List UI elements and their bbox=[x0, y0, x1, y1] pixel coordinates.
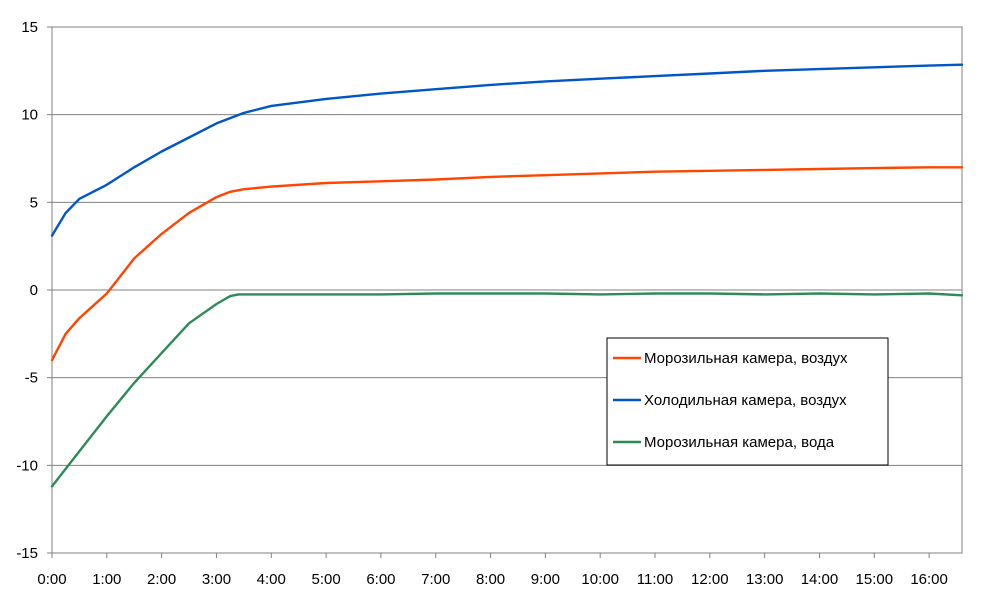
legend-label: Морозильная камера, вода bbox=[644, 434, 835, 451]
x-tick-label: 6:00 bbox=[366, 571, 395, 588]
x-axis-ticks: 0:00 1:00 2:00 3:00 4:00 5:00 6:00 7:00 8:00 9:00… bbox=[37, 553, 948, 588]
legend-label: Морозильная камера, воздух bbox=[644, 350, 848, 367]
data-series bbox=[50, 63, 964, 488]
x-tick-label: 1:00 bbox=[92, 571, 121, 588]
x-tick-label: 11:00 bbox=[637, 571, 673, 588]
y-tick-label: 0 bbox=[30, 282, 38, 299]
y-tick-label: -15 bbox=[16, 545, 38, 562]
grid-lines bbox=[52, 26, 962, 554]
x-tick-label: 8:00 bbox=[476, 571, 505, 588]
x-tick-label: 14:00 bbox=[801, 571, 839, 588]
y-tick-label: -10 bbox=[16, 457, 38, 474]
x-tick-label: 0:00 bbox=[37, 571, 66, 588]
x-tick-label: 9:00 bbox=[531, 571, 560, 588]
series-line-2 bbox=[50, 63, 964, 237]
y-tick-label: 10 bbox=[21, 107, 38, 124]
legend-label: Холодильная камера, воздух bbox=[644, 392, 847, 409]
x-tick-label: 15:00 bbox=[856, 571, 894, 588]
x-tick-label: 12:00 bbox=[691, 571, 729, 588]
x-tick-label: 10:00 bbox=[581, 571, 619, 588]
legend-box bbox=[606, 337, 889, 466]
x-tick-label: 13:00 bbox=[746, 571, 784, 588]
x-tick-label: 5:00 bbox=[311, 571, 340, 588]
series-line-3 bbox=[50, 292, 964, 488]
y-axis-ticks: 15 10 5 0 -5 -10 -15 bbox=[16, 19, 52, 562]
x-tick-label: 4:00 bbox=[257, 571, 286, 588]
x-tick-label: 3:00 bbox=[202, 571, 231, 588]
y-tick-label: 15 bbox=[21, 19, 38, 36]
x-tick-label: 2:00 bbox=[147, 571, 176, 588]
x-tick-label: 7:00 bbox=[421, 571, 450, 588]
legend: Морозильная камера, воздух Холодильная ка… bbox=[606, 337, 889, 466]
x-tick-label: 16:00 bbox=[910, 571, 948, 588]
series-line-1 bbox=[50, 166, 964, 362]
y-tick-label: -5 bbox=[25, 370, 38, 387]
y-tick-label: 5 bbox=[30, 194, 38, 211]
